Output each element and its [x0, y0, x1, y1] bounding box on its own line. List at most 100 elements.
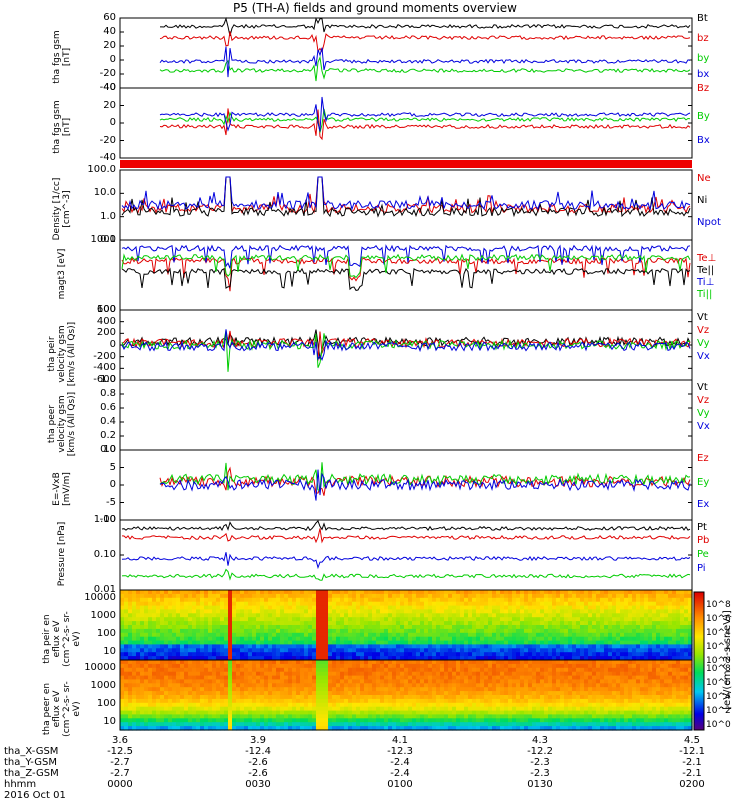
heatmap-cell [360, 609, 365, 614]
heatmap-cell [336, 637, 341, 642]
heatmap-cell [484, 691, 489, 696]
heatmap-cell [432, 617, 437, 622]
heatmap-cell [320, 598, 325, 603]
heatmap-cell [288, 695, 293, 700]
heatmap-cell [404, 602, 409, 607]
heatmap-cell [348, 590, 353, 595]
heatmap-cell [468, 613, 473, 618]
heatmap-cell [288, 668, 293, 673]
heatmap-cell [368, 718, 373, 723]
heatmap-cell [540, 683, 545, 688]
heatmap-cell [320, 699, 325, 704]
heatmap-cell [196, 644, 201, 649]
heatmap-cell [356, 629, 361, 634]
heatmap-cell [236, 652, 241, 657]
heatmap-cell [184, 722, 189, 727]
heatmap-cell [200, 613, 205, 618]
heatmap-cell [480, 609, 485, 614]
heatmap-cell [216, 637, 221, 642]
heatmap-cell [524, 672, 529, 677]
heatmap-cell [424, 691, 429, 696]
heatmap-cell [504, 683, 509, 688]
heatmap-cell [432, 648, 437, 653]
heatmap-cell [316, 621, 321, 626]
heatmap-cell [384, 652, 389, 657]
heatmap-cell [152, 699, 157, 704]
heatmap-cell [200, 714, 205, 719]
heatmap-cell [680, 590, 685, 595]
heatmap-cell [472, 672, 477, 677]
heatmap-cell [252, 598, 257, 603]
series-line-Bt [160, 19, 690, 36]
heatmap-cell [228, 590, 233, 595]
heatmap-cell [448, 633, 453, 638]
heatmap-cell [292, 683, 297, 688]
heatmap-cell [532, 718, 537, 723]
heatmap-cell [584, 598, 589, 603]
heatmap-cell [544, 714, 549, 719]
heatmap-cell [224, 722, 229, 727]
heatmap-cell [220, 625, 225, 630]
heatmap-cell [368, 668, 373, 673]
heatmap-cell [220, 668, 225, 673]
heatmap-cell [372, 668, 377, 673]
heatmap-cell [348, 664, 353, 669]
heatmap-cell [232, 621, 237, 626]
heatmap-cell [308, 695, 313, 700]
heatmap-cell [544, 602, 549, 607]
heatmap-cell [248, 683, 253, 688]
heatmap-cell [292, 679, 297, 684]
heatmap-cell [448, 598, 453, 603]
heatmap-cell [544, 660, 549, 665]
heatmap-cell [312, 668, 317, 673]
heatmap-cell [316, 629, 321, 634]
heatmap-cell [316, 590, 321, 595]
heatmap-cell [220, 672, 225, 677]
heatmap-cell [592, 707, 597, 712]
heatmap-cell [360, 695, 365, 700]
heatmap-cell [164, 722, 169, 727]
heatmap-cell [356, 691, 361, 696]
heatmap-cell [476, 602, 481, 607]
heatmap-cell [544, 648, 549, 653]
heatmap-cell [520, 672, 525, 677]
heatmap-cell [296, 707, 301, 712]
heatmap-cell [460, 609, 465, 614]
heatmap-cell [204, 652, 209, 657]
heatmap-cell [228, 699, 233, 704]
heatmap-cell [520, 683, 525, 688]
heatmap-cell [464, 687, 469, 692]
heatmap-cell [396, 633, 401, 638]
heatmap-cell [620, 644, 625, 649]
heatmap-cell [448, 602, 453, 607]
heatmap-cell [492, 699, 497, 704]
heatmap-cell [356, 707, 361, 712]
heatmap-cell [580, 687, 585, 692]
heatmap-cell [684, 629, 689, 634]
heatmap-cell [552, 672, 557, 677]
heatmap-cell [212, 633, 217, 638]
heatmap-cell [516, 707, 521, 712]
heatmap-cell [284, 629, 289, 634]
heatmap-cell [608, 617, 613, 622]
heatmap-cell [120, 637, 125, 642]
heatmap-cell [524, 707, 529, 712]
heatmap-cell [624, 714, 629, 719]
heatmap-cell [484, 621, 489, 626]
heatmap-cell [128, 625, 133, 630]
heatmap-cell [568, 707, 573, 712]
heatmap-cell [400, 602, 405, 607]
heatmap-cell [432, 609, 437, 614]
heatmap-cell [368, 722, 373, 727]
heatmap-cell [452, 637, 457, 642]
heatmap-cell [648, 609, 653, 614]
heatmap-cell [656, 613, 661, 618]
heatmap-cell [608, 648, 613, 653]
heatmap-cell [236, 602, 241, 607]
heatmap-cell [348, 598, 353, 603]
heatmap-cell [488, 598, 493, 603]
heatmap-cell [628, 652, 633, 657]
heatmap-cell [368, 633, 373, 638]
heatmap-cell [280, 703, 285, 708]
heatmap-cell [248, 691, 253, 696]
